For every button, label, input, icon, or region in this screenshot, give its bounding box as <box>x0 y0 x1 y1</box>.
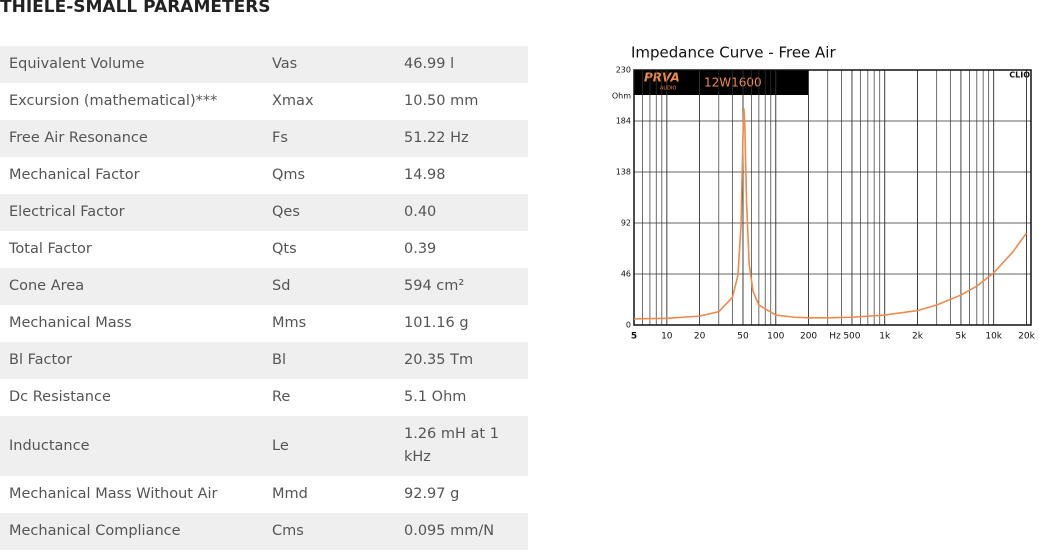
parameter-symbol: Sd <box>272 278 291 294</box>
parameter-symbol: Qes <box>272 204 300 220</box>
brand-banner <box>634 70 808 95</box>
parameter-name: Cone Area <box>9 278 85 294</box>
parameter-name: Mechanical Mass Without Air <box>9 486 218 502</box>
parameter-symbol: Le <box>272 437 289 454</box>
y-tick-label: 92 <box>621 219 631 228</box>
x-tick-label: 20 <box>694 332 706 342</box>
parameter-name: Excursion (mathematical)*** <box>9 93 218 109</box>
table-row: Mechanical Mass Without Air Mmd 92.97 g <box>0 476 528 513</box>
parameter-value: 10.50 mm <box>404 93 479 109</box>
x-unit: Hz <box>829 332 841 342</box>
parameter-name: Equivalent Volume <box>9 56 145 72</box>
parameter-value: 0.095 mm/N <box>404 523 495 539</box>
x-tick-label: 2k <box>912 332 924 342</box>
table-row: Mechanical Mass Mms 101.16 g <box>0 305 528 342</box>
table-row: Inductance Le 1.26 mH at 1 kHz <box>0 416 528 476</box>
x-tick-label: 5k <box>955 332 967 342</box>
x-tick-label: 10 <box>661 332 673 342</box>
table-row: Equivalent Volume Vas 46.99 l <box>0 46 528 83</box>
parameter-value: 92.97 g <box>404 486 460 502</box>
parameter-value: 5.1 Ohm <box>404 389 467 405</box>
table-row: Mechanical Compliance Cms 0.095 mm/N <box>0 513 528 550</box>
y-unit: Ohm <box>612 92 631 101</box>
parameter-value: 14.98 <box>404 167 446 183</box>
table-row: Electrical Factor Qes 0.40 <box>0 194 528 231</box>
parameter-value: 46.99 l <box>404 56 455 72</box>
parameter-symbol: Xmax <box>272 93 314 109</box>
x-tick-label: 20k <box>1018 332 1035 342</box>
y-tick-label: 46 <box>621 270 631 279</box>
x-tick-label: 50 <box>737 332 749 342</box>
table-row: Cone Area Sd 594 cm² <box>0 268 528 305</box>
parameter-name: Mechanical Mass <box>9 315 132 331</box>
parameter-value: 51.22 Hz <box>404 130 469 146</box>
parameter-name: Free Air Resonance <box>9 130 148 146</box>
table-row: Dc Resistance Re 5.1 Ohm <box>0 379 528 416</box>
y-tick-label: 184 <box>616 117 631 126</box>
brand-sub: AUDIO <box>660 86 676 92</box>
parameter-name: Mechanical Factor <box>9 167 140 183</box>
plot-border <box>633 69 1032 326</box>
parameter-value: 1.26 mH at 1 kHz <box>404 426 499 465</box>
parameter-symbol: Qts <box>272 241 297 257</box>
parameter-value: 0.40 <box>404 204 437 220</box>
x-tick-label: 10k <box>985 332 1002 342</box>
table-row: Excursion (mathematical)*** Xmax 10.50 mm <box>0 83 528 120</box>
parameter-name: Total Factor <box>9 241 92 257</box>
x-tick-label: 200 <box>800 332 817 342</box>
parameter-symbol: Fs <box>272 130 288 146</box>
x-tick-label: 100 <box>767 332 784 342</box>
parameter-symbol: Bl <box>272 352 286 368</box>
table-row: Mechanical Factor Qms 14.98 <box>0 157 528 194</box>
parameter-symbol: Mmd <box>272 486 308 502</box>
x-tick-label: 1k <box>879 332 891 342</box>
y-tick-label: 0 <box>626 321 631 330</box>
parameter-value: 101.16 g <box>404 315 469 331</box>
section-title: THIELE-SMALL PARAMETERS <box>0 0 271 17</box>
parameter-value: 20.35 Tm <box>404 352 474 368</box>
parameter-name: Dc Resistance <box>9 389 111 405</box>
parameter-symbol: Qms <box>272 167 306 183</box>
parameter-symbol: Re <box>272 389 291 405</box>
table-row: Total Factor Qts 0.39 <box>0 231 528 268</box>
chart-title: Impedance Curve - Free Air <box>631 44 836 62</box>
x-tick-label: 500 <box>843 332 860 342</box>
parameter-value: 0.39 <box>404 241 437 257</box>
table-row: Bl Factor Bl 20.35 Tm <box>0 342 528 379</box>
software-label: CLIO <box>1009 71 1030 80</box>
impedance-curve <box>633 108 1028 320</box>
impedance-chart: Impedance Curve - Free Air PRVA AUDIO 12… <box>612 44 1036 342</box>
parameter-name: Bl Factor <box>9 352 72 368</box>
y-tick-label: 230 <box>616 66 631 75</box>
model-label: 12W1600 <box>704 76 762 90</box>
parameter-table: Equivalent Volume Vas 46.99 l Excursion (ma… <box>0 46 528 550</box>
parameter-value: 594 cm² <box>404 278 465 294</box>
parameter-name: Electrical Factor <box>9 204 125 220</box>
parameter-name: Inductance <box>9 437 90 454</box>
x-tick-label: 5 <box>631 332 637 342</box>
table-row: Free Air Resonance Fs 51.22 Hz <box>0 120 528 157</box>
y-tick-label: 138 <box>616 168 631 177</box>
parameter-symbol: Cms <box>272 523 304 539</box>
parameter-symbol: Mms <box>272 315 307 331</box>
parameter-symbol: Vas <box>272 56 298 72</box>
parameter-name: Mechanical Compliance <box>9 523 181 539</box>
